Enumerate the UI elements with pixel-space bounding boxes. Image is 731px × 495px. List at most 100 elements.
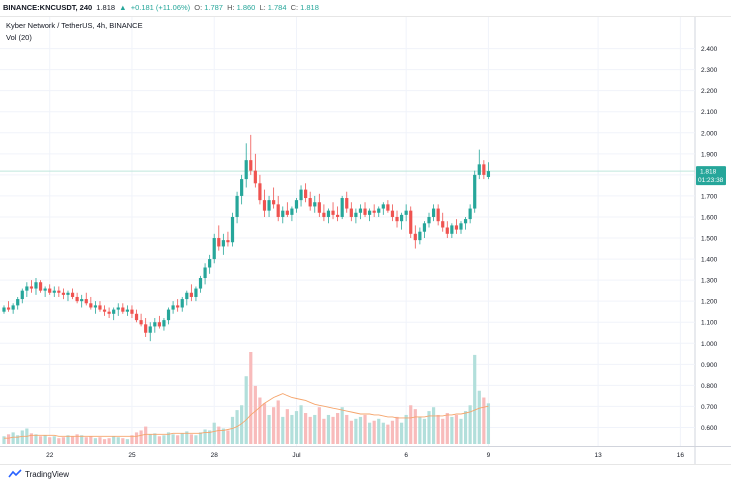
candle-body <box>157 322 161 327</box>
volume-bar <box>2 436 6 444</box>
candle-body <box>399 214 404 222</box>
volume-bar <box>226 430 230 444</box>
volume-bar <box>66 435 70 444</box>
volume-bar <box>249 352 253 444</box>
candle-body <box>304 189 308 199</box>
candle-body <box>226 240 230 243</box>
close-label: C: <box>290 3 299 12</box>
candle-body <box>112 309 116 314</box>
volume-bar <box>52 436 56 444</box>
time-tick-label: 13 <box>594 452 602 459</box>
candle-body <box>363 208 367 215</box>
volume-indicator-label[interactable]: Vol (20) <box>6 33 32 42</box>
candle-body <box>29 286 34 289</box>
candle-body <box>454 225 459 230</box>
candle-body <box>134 313 139 321</box>
candle-body <box>125 309 129 312</box>
time-tick-label: Jul <box>292 452 301 459</box>
volume-bar <box>381 422 385 444</box>
candle-body <box>84 299 88 304</box>
candle-body <box>354 212 358 217</box>
countdown-label: 01:23:38 <box>698 177 724 184</box>
volume-bar <box>473 354 477 444</box>
price-tick-label: 1.100 <box>701 320 718 327</box>
volume-bar <box>358 416 363 444</box>
price-tick-label: 1.600 <box>701 214 718 221</box>
price-tick-label: 0.700 <box>701 404 718 411</box>
low-value: 1.784 <box>267 3 287 12</box>
candle-body <box>285 210 289 215</box>
volume-bar <box>112 436 116 444</box>
candle-body <box>253 170 257 184</box>
volume-bar <box>363 414 367 444</box>
volume-bar <box>217 426 221 444</box>
volume-bar <box>93 438 97 444</box>
volume-bar <box>299 405 303 444</box>
volume-bar <box>212 422 216 444</box>
volume-bar <box>16 435 20 444</box>
candle-body <box>326 210 331 217</box>
candle-body <box>43 288 47 291</box>
volume-bar <box>20 430 24 444</box>
candle-body <box>299 189 303 201</box>
price-chart[interactable]: 2.4002.3002.2002.1002.0001.9001.8001.700… <box>0 17 731 464</box>
volume-bar <box>102 439 107 444</box>
volume-bar <box>482 397 486 444</box>
candle-body <box>171 305 175 310</box>
candle-body <box>70 292 75 297</box>
candle-body <box>98 305 102 310</box>
candle-body <box>450 225 454 234</box>
price-tick-label: 0.600 <box>701 425 718 432</box>
price-tick-label: 1.900 <box>701 151 718 158</box>
price-tick-label: 2.200 <box>701 88 718 95</box>
volume-bar <box>84 437 88 444</box>
volume-bar <box>208 430 212 444</box>
price-tick-label: 2.000 <box>701 130 718 137</box>
volume-bar <box>308 416 312 444</box>
volume-bar <box>6 434 11 444</box>
candle-body <box>336 214 340 217</box>
candle-body <box>331 210 335 215</box>
price-tick-label: 0.800 <box>701 383 718 390</box>
high-value: 1.860 <box>236 3 256 12</box>
candle-body <box>2 307 6 312</box>
candle-body <box>153 322 157 327</box>
volume-bar <box>386 424 390 444</box>
volume-bar <box>313 414 317 444</box>
volume-bar <box>395 416 399 444</box>
price-tick-label: 1.300 <box>701 278 718 285</box>
price-axis <box>695 17 731 464</box>
volume-bar <box>463 411 468 444</box>
tradingview-logo[interactable]: TradingView <box>8 469 69 479</box>
symbol-label[interactable]: BINANCE:KNCUSDT, 240 <box>3 3 93 12</box>
volume-bar <box>454 414 459 444</box>
candle-body <box>212 238 216 260</box>
candle-body <box>66 292 70 295</box>
candle-body <box>308 198 312 207</box>
candle-body <box>57 290 61 293</box>
volume-bar <box>409 405 413 444</box>
candle-body <box>48 288 52 293</box>
candle-body <box>317 202 321 213</box>
candle-body <box>208 259 212 268</box>
candle-body <box>16 299 20 306</box>
candle-body <box>20 290 24 300</box>
candle-body <box>377 208 381 213</box>
last-price-badge-label: 1.818 <box>700 169 717 176</box>
last-price-badge <box>696 166 726 186</box>
candle-body <box>75 296 79 302</box>
volume-bar <box>368 422 372 444</box>
candle-body <box>482 164 486 175</box>
price-tick-label: 1.000 <box>701 341 718 348</box>
candle-body <box>244 160 248 180</box>
candle-body <box>217 238 221 247</box>
volume-bar <box>427 411 431 444</box>
symbol-info-bar: BINANCE:KNCUSDT, 240 1.818 ▲ +0.181 (+11… <box>0 0 731 17</box>
candle-body <box>473 174 477 209</box>
candle-body <box>144 324 148 333</box>
tradingview-logo-icon <box>8 469 22 478</box>
candle-body <box>395 216 399 222</box>
volume-bar <box>399 422 404 444</box>
candle-body <box>486 171 491 177</box>
candle-body <box>445 227 449 234</box>
